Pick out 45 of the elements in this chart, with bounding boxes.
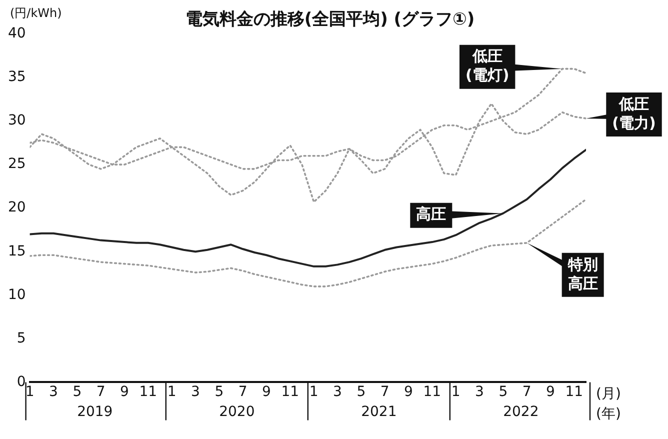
x-tick-label: 1 xyxy=(25,384,34,400)
x-tick-label: 7 xyxy=(96,384,106,400)
x-tick-label: 9 xyxy=(404,384,413,400)
x-tick-label: 9 xyxy=(120,384,129,400)
x-tick-label: 9 xyxy=(262,384,271,400)
x-tick-label: 7 xyxy=(522,384,532,400)
y-tick-label: 40 xyxy=(8,26,26,42)
series-label: 低圧(電力) xyxy=(612,94,656,132)
x-tick-label: 5 xyxy=(72,384,82,400)
y-tick-label: 15 xyxy=(8,243,26,260)
x-tick-label: 11 xyxy=(565,384,584,400)
text: 2019 xyxy=(77,404,113,420)
text: 2022 xyxy=(503,404,539,420)
y-axis-title: (円/kWh) xyxy=(10,6,62,20)
x-tick-label: 7 xyxy=(238,384,248,400)
x-tick-label: 11 xyxy=(139,384,158,400)
y-tick-label: 5 xyxy=(16,330,26,346)
x-tick-label: 1 xyxy=(451,384,460,400)
y-tick-label: 25 xyxy=(8,156,26,172)
x-tick-label: 1 xyxy=(309,384,318,400)
y-tick-label: 35 xyxy=(8,69,26,86)
text: 特別高圧 xyxy=(566,255,598,292)
x-axis-title: (月) xyxy=(596,386,621,402)
x-tick-label: 5 xyxy=(356,384,366,400)
x-tick-label: 9 xyxy=(546,384,555,400)
x-tick-label: 3 xyxy=(475,384,484,400)
x-tick-label: 1 xyxy=(167,384,176,400)
chart-title: 電気料金の推移(全国平均) (グラフ①) xyxy=(185,9,475,30)
text: (年) xyxy=(596,406,621,422)
y-tick-label: 30 xyxy=(8,112,26,129)
x-tick-label: 5 xyxy=(214,384,224,400)
y-tick-label: 0 xyxy=(16,374,26,390)
x-tick-label: 3 xyxy=(49,384,58,400)
x-tick-label: 11 xyxy=(423,384,442,400)
series-label: 低圧(電灯) xyxy=(465,47,510,84)
text: 2021 xyxy=(361,404,397,420)
x-tick-label: 11 xyxy=(281,384,300,400)
x-tick-label: 7 xyxy=(380,384,390,400)
y-tick-label: 10 xyxy=(8,286,26,303)
x-tick-label: 3 xyxy=(191,384,200,400)
y-tick-label: 20 xyxy=(8,200,26,216)
x-tick-label: 3 xyxy=(333,384,342,400)
text: 2020 xyxy=(219,404,255,420)
x-tick-label: 5 xyxy=(498,384,508,400)
series-label: 高圧 xyxy=(416,205,446,224)
